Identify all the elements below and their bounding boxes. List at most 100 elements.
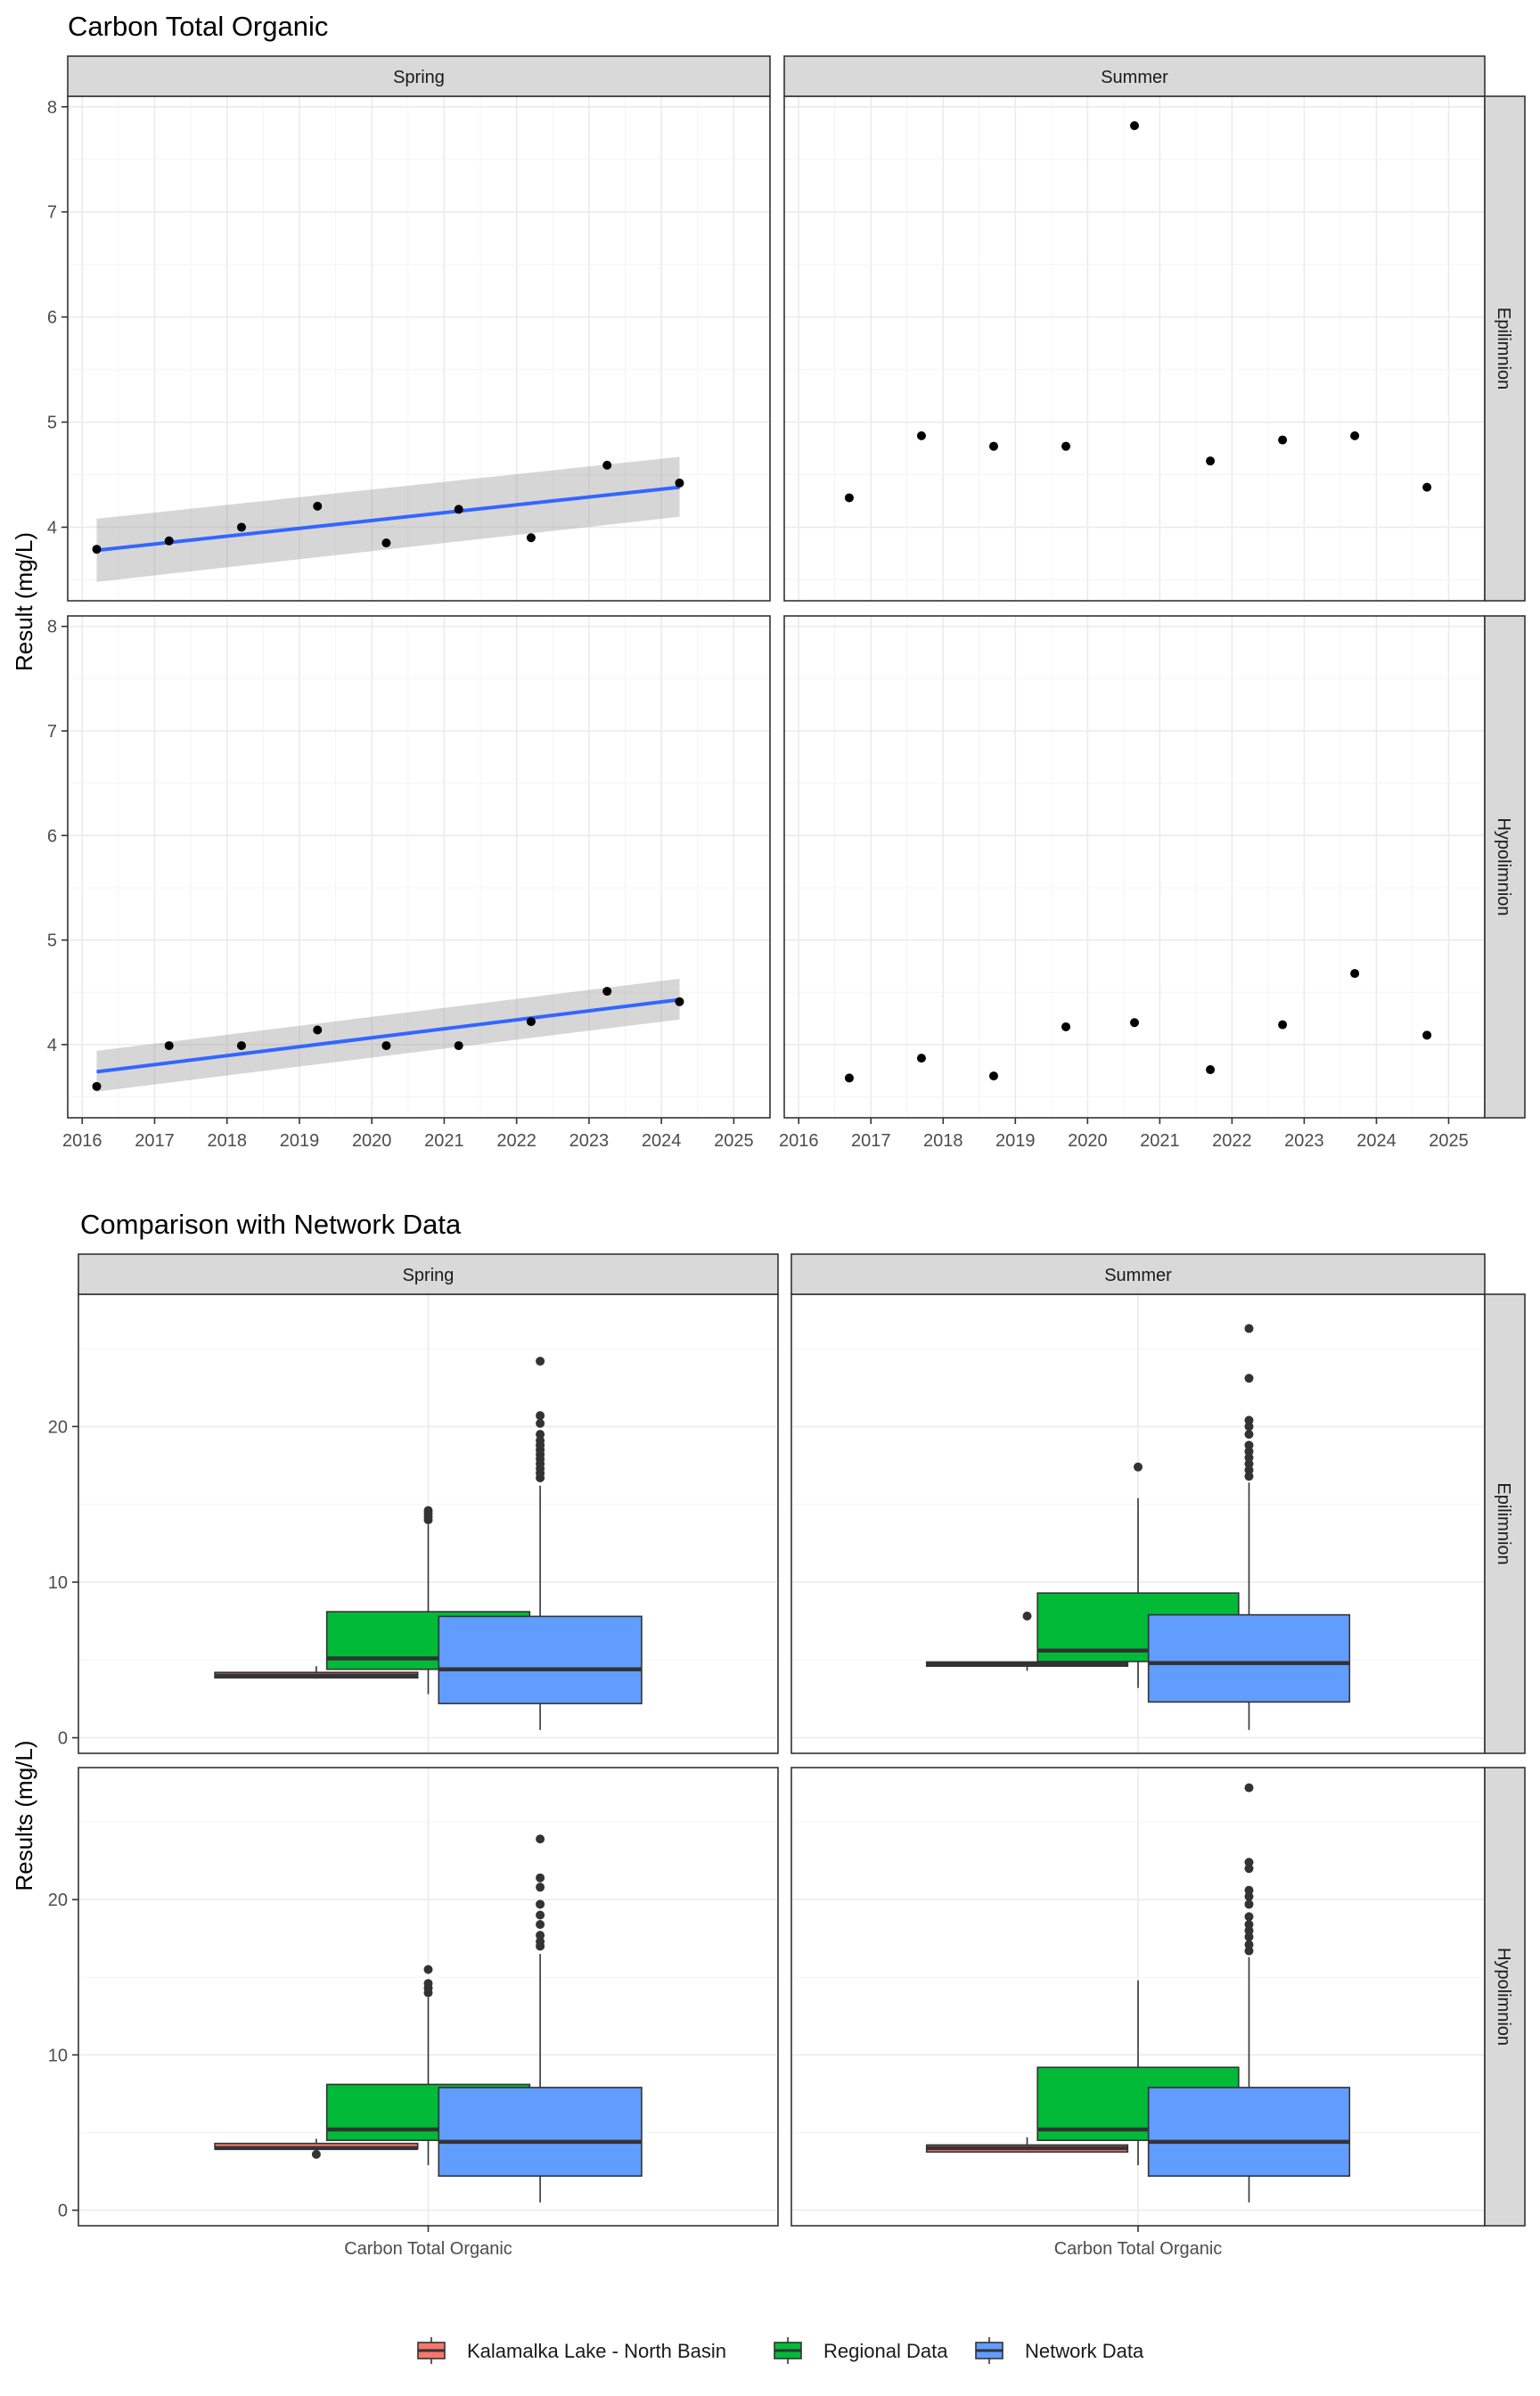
data-point [675, 478, 684, 488]
data-point [526, 1017, 536, 1027]
data-point [1350, 969, 1360, 979]
y-tick-label: 5 [47, 414, 57, 433]
y-tick-label: 5 [47, 931, 57, 951]
x-tick-label: 2018 [207, 1131, 247, 1151]
strip-spring [78, 1253, 779, 1295]
data-point [381, 538, 391, 548]
x-tick-label: 2023 [1284, 1131, 1324, 1151]
outlier-point [1244, 1459, 1254, 1469]
outlier-point [423, 1965, 433, 1974]
data-point [92, 545, 102, 554]
outlier-point [1244, 1472, 1254, 1481]
legend-item-regional-data: Regional Data [774, 2337, 948, 2364]
panel-background [68, 616, 770, 1118]
y-tick-label: 8 [47, 618, 57, 637]
x-tick-label: 2019 [280, 1131, 320, 1151]
outlier-point [1244, 1422, 1254, 1432]
outlier-point [536, 1883, 545, 1892]
panel-background [784, 616, 1485, 1118]
box-body [1147, 2087, 1351, 2178]
data-point [1350, 431, 1360, 440]
outlier-point [1244, 1783, 1254, 1793]
chart2-panel-summer-hypolimnion [790, 1767, 1486, 2227]
outlier-point [1244, 1891, 1254, 1901]
y-tick-label: 0 [58, 1729, 68, 1749]
trend-line [96, 485, 680, 553]
data-point [92, 1081, 102, 1091]
chart1-y-axis-label: Result (mg/L) [11, 532, 37, 671]
outlier-point [1134, 1462, 1143, 1472]
x-tick-label: 2017 [851, 1131, 891, 1151]
y-tick-label: 6 [47, 308, 57, 328]
box-network-data [438, 1357, 643, 1730]
outlier-point [536, 1900, 545, 1909]
data-point [1206, 1065, 1216, 1075]
outlier-point [536, 1430, 545, 1440]
chart2-panels: Spring Summer Epilimnion Hypolimnion 0 10 20 0 1… [48, 1253, 1526, 2259]
strip-label-summer: Summer [1101, 68, 1168, 87]
x-tick-label: 2021 [1140, 1131, 1180, 1151]
data-point [1061, 441, 1071, 451]
outlier-point [1244, 1919, 1254, 1929]
x-tick-label: 2017 [135, 1131, 175, 1151]
data-point [1278, 1020, 1288, 1030]
x-tick-label: 2022 [496, 1131, 537, 1151]
chart1-panel-summer-hypolimnion [783, 615, 1486, 1119]
outlier-point [1244, 1415, 1254, 1425]
outlier-point [423, 1979, 433, 1989]
y-tick-label: 7 [47, 203, 57, 223]
data-point [988, 1071, 998, 1081]
strip-summer [790, 1253, 1486, 1295]
data-point [844, 1073, 854, 1083]
outlier-point [423, 1506, 433, 1515]
outlier-point [536, 1411, 545, 1421]
x-tick-label: 2020 [352, 1131, 392, 1151]
y-tick-label: 10 [48, 1573, 68, 1593]
y-tick-label: 20 [48, 1417, 68, 1437]
box-kalamalka-lake-north-basin [925, 2137, 1129, 2154]
strip-label-hypolimnion: Hypolimnion [1494, 817, 1513, 915]
data-point [602, 987, 612, 997]
x-tick-label: 2022 [1212, 1131, 1252, 1151]
strip-label-summer: Summer [1104, 1266, 1172, 1285]
data-point [1130, 121, 1139, 131]
outlier-point [536, 1834, 545, 1844]
legend: Kalamalka Lake - North Basin Regional Dat… [417, 2337, 1144, 2364]
data-point [844, 493, 854, 503]
chart1-title: Carbon Total Organic [68, 11, 328, 42]
chart1-panel-spring-epilimnion [67, 95, 771, 602]
strip-hypolimnion [1484, 1767, 1526, 2227]
data-point [1278, 435, 1288, 445]
data-point [602, 460, 612, 470]
x-tick-label: 2021 [424, 1131, 464, 1151]
box-body [1147, 1613, 1351, 1703]
outlier-point [536, 1937, 545, 1947]
legend-label: Network Data [1025, 2340, 1144, 2362]
x-tick-label: 2020 [1068, 1131, 1108, 1151]
data-point [1422, 482, 1432, 492]
strip-hypolimnion [1484, 615, 1526, 1119]
y-tick-label: 10 [48, 2046, 68, 2065]
outlier-point [311, 2149, 321, 2159]
data-point [164, 1041, 174, 1051]
box-network-data [1147, 1324, 1351, 1730]
panel-background [784, 96, 1485, 601]
strip-label-epilimnion: Epilimnion [1494, 308, 1513, 390]
data-point [313, 501, 323, 511]
outlier-point [1244, 1324, 1254, 1333]
outlier-point [1244, 1900, 1254, 1909]
strip-epilimnion [1484, 95, 1526, 602]
strip-epilimnion [1484, 1293, 1526, 1754]
x-tick-label: 2016 [779, 1131, 819, 1151]
y-tick-label: 4 [47, 1036, 57, 1055]
data-point [1130, 1018, 1139, 1028]
data-point [1422, 1030, 1432, 1040]
outlier-point [536, 1357, 545, 1366]
data-point [675, 997, 684, 1006]
outlier-point [1244, 1453, 1254, 1463]
outlier-point [1244, 1925, 1254, 1935]
outlier-point [1244, 1932, 1254, 1941]
chart2-y-axis-label: Results (mg/L) [11, 1740, 37, 1891]
x-tick-label: 2025 [1429, 1131, 1469, 1151]
box-kalamalka-lake-north-basin [925, 1612, 1129, 1671]
